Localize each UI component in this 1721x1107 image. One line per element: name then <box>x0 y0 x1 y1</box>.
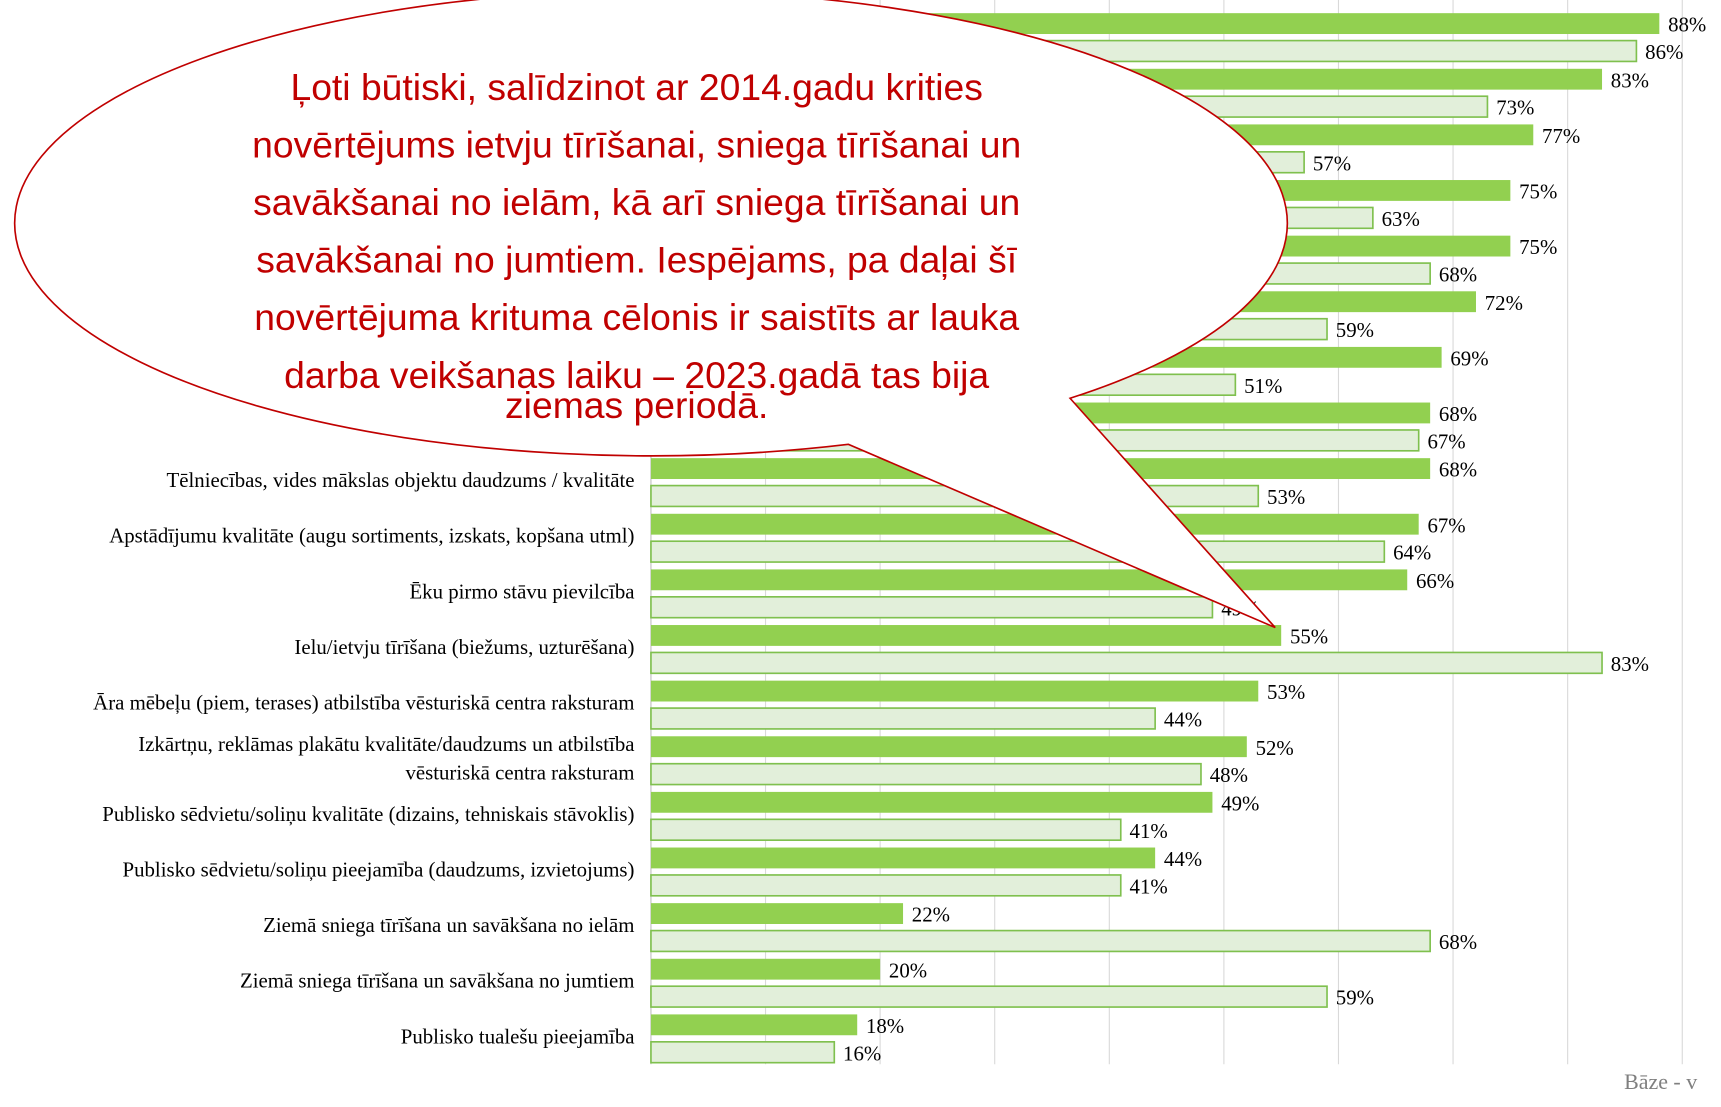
value-label: 69% <box>1450 346 1488 370</box>
value-label: 68% <box>1439 930 1477 954</box>
bar <box>650 625 1282 646</box>
callout <box>13 0 1289 629</box>
bar <box>650 651 1603 675</box>
value-label: 75% <box>1519 235 1557 259</box>
value-label: 57% <box>1313 151 1351 175</box>
value-label: 53% <box>1267 485 1305 509</box>
value-label: 41% <box>1130 819 1168 843</box>
bar <box>650 596 1214 619</box>
value-label: 83% <box>1611 68 1649 92</box>
value-label: 68% <box>1439 458 1477 482</box>
bar <box>650 540 1386 563</box>
callout-text: novērtējuma krituma cēlonis ir saistīts … <box>254 296 1019 338</box>
value-label: 18% <box>866 1014 904 1038</box>
value-label: 20% <box>889 958 927 982</box>
value-label: 68% <box>1439 263 1477 287</box>
value-label: 75% <box>1519 180 1557 204</box>
value-label: 59% <box>1336 318 1374 342</box>
value-label: 66% <box>1416 569 1454 593</box>
bar <box>650 847 1156 869</box>
bar <box>650 707 1156 730</box>
value-label: 67% <box>1427 513 1465 537</box>
note: Bāze - v <box>1624 1069 1697 1094</box>
value-label: 22% <box>912 903 950 927</box>
category-label: Izkārtņu, reklāmas plakātu kvalitāte/dau… <box>138 732 634 785</box>
value-label: 44% <box>1164 708 1202 732</box>
bar <box>650 929 1431 953</box>
value-label: 63% <box>1382 207 1420 231</box>
bar <box>650 903 904 924</box>
value-label: 41% <box>1130 874 1168 898</box>
bar <box>650 818 1122 842</box>
value-label: 67% <box>1427 429 1465 453</box>
value-label: 64% <box>1393 541 1431 565</box>
callout-text: savākšanai no ielām, kā arī sniega tīrīš… <box>253 181 1020 223</box>
bar <box>650 958 881 980</box>
category-label: Publisko tualešu pieejamība <box>401 1024 635 1048</box>
bar <box>650 1014 858 1036</box>
value-label: 51% <box>1244 374 1282 398</box>
bar <box>650 762 1202 786</box>
value-label: 55% <box>1290 625 1328 649</box>
callout-text: ziemas periodā. <box>505 384 768 426</box>
category-label: Ielu/ietvju tīrīšana (biežums, uzturēšan… <box>294 635 634 659</box>
value-label: 53% <box>1267 680 1305 704</box>
bar <box>650 791 1213 813</box>
category-label: Publisko sēdvietu/soliņu pieejamība (dau… <box>123 857 635 881</box>
value-label: 49% <box>1221 791 1259 815</box>
category-label: Ziemā sniega tīrīšana un savākšana no ie… <box>263 913 634 937</box>
bar <box>650 736 1247 758</box>
callout-text: Ļoti būtiski, salīdzinot ar 2014.gadu kr… <box>290 66 982 108</box>
bar <box>650 1041 836 1064</box>
value-label: 16% <box>843 1041 881 1065</box>
value-label: 73% <box>1496 96 1534 120</box>
bar <box>650 569 1408 591</box>
category-label: Ziemā sniega tīrīšana un savākšana no ju… <box>240 969 634 993</box>
value-label: 88% <box>1668 13 1706 37</box>
bar <box>650 680 1259 702</box>
bar <box>650 985 1328 1008</box>
bar <box>650 874 1122 897</box>
value-label: 52% <box>1256 736 1294 760</box>
category-label: Ēku pirmo stāvu pievilcība <box>409 579 634 603</box>
category-label: Publisko sēdvietu/soliņu kvalitāte (diza… <box>102 802 634 826</box>
callout-text: darba veikšanas laiku – 2023.gadā tas bi… <box>284 354 989 396</box>
value-label: 77% <box>1542 124 1580 148</box>
category-label: Apstādījumu kvalitāte (augu sortiments, … <box>109 524 634 548</box>
category-label: Āra mēbeļu (piem, terases) atbilstība vē… <box>93 691 634 715</box>
value-label: 72% <box>1485 291 1523 315</box>
value-label: 48% <box>1210 763 1248 787</box>
value-label: 68% <box>1439 402 1477 426</box>
callout-text: novērtējums ietvju tīrīšanai, sniega tīr… <box>252 123 1021 165</box>
value-label: 86% <box>1645 40 1683 64</box>
callout-text: savākšanai no jumtiem. Iespējams, pa daļ… <box>256 239 1017 281</box>
category-label: Tēlniecības, vides mākslas objektu daudz… <box>167 468 635 492</box>
value-label: 44% <box>1164 847 1202 871</box>
value-label: 59% <box>1336 986 1374 1010</box>
value-label: 83% <box>1611 652 1649 676</box>
